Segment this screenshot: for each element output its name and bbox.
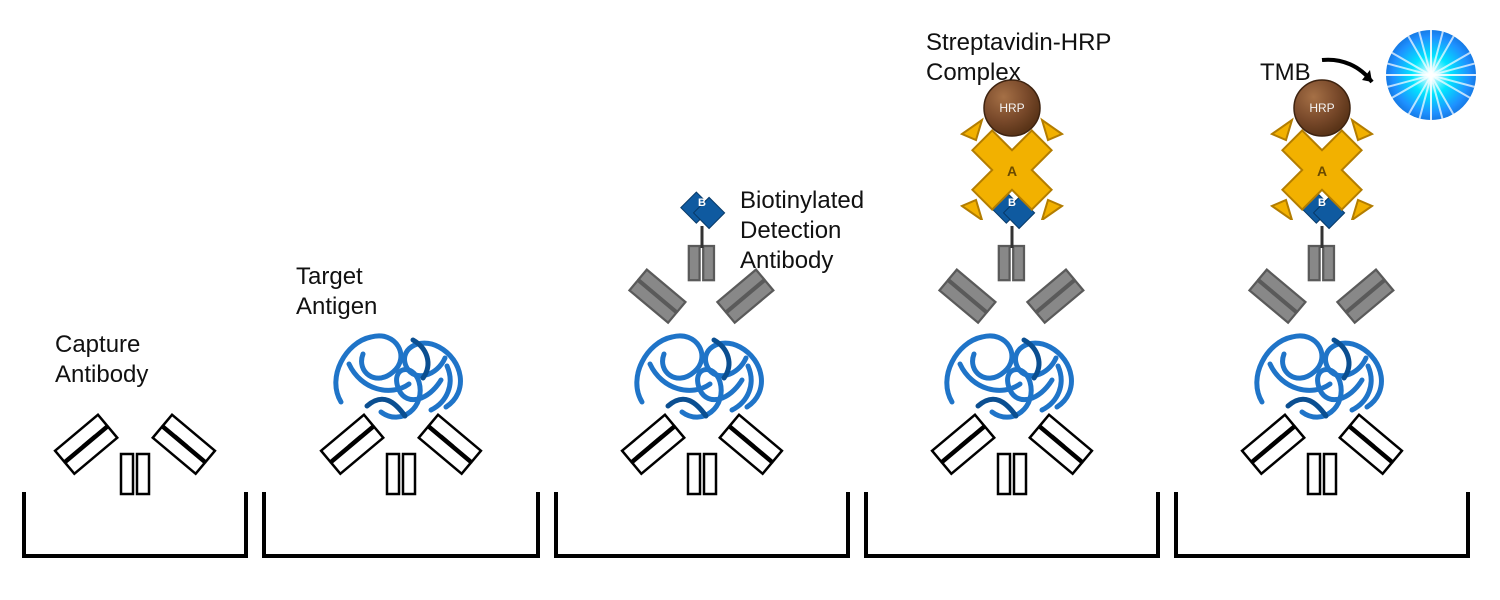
label-capture: Capture Antibody [55,330,148,390]
tmb-signal-icon [1386,30,1476,120]
label-tmb: TMB [1260,58,1311,88]
panel-savhrp [862,40,1162,560]
label-savhrp: Streptavidin-HRP Complex [926,28,1111,88]
antigen-icon [260,312,542,432]
label-detection: Biotinylated Detection Antibody [740,186,864,276]
label-target: Target Antigen [296,262,377,322]
tmb-arrow-icon [1316,52,1396,102]
panel-detection [552,60,852,560]
panel-capture [20,60,250,560]
